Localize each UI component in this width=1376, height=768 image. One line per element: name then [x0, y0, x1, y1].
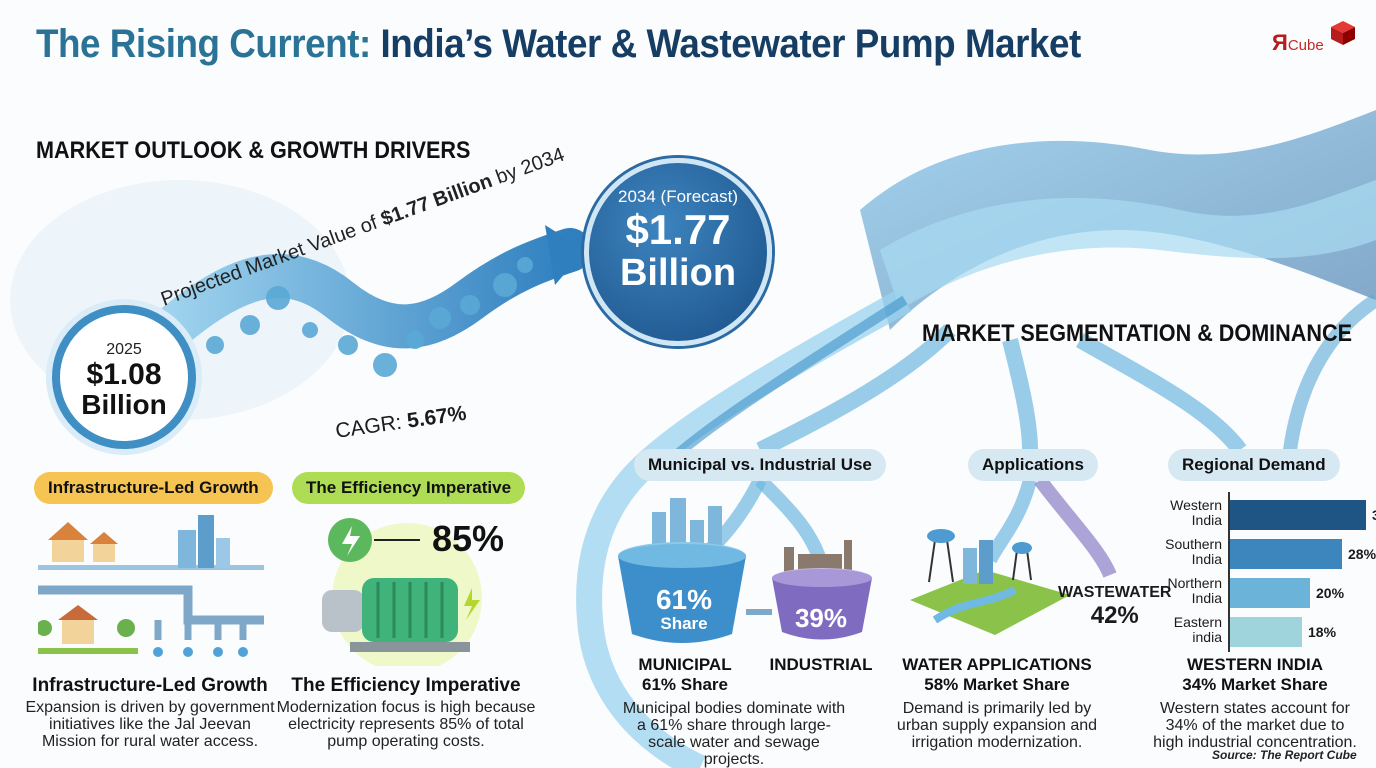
efficiency-stat: 85%	[432, 518, 505, 559]
municipal-label: MUNICIPAL 61% Share	[638, 655, 732, 694]
infrastructure-description: Expansion is driven by government initia…	[25, 699, 275, 750]
pill-applications: Applications	[968, 449, 1099, 481]
infrastructure-icon	[38, 515, 264, 657]
bar-value-label: 20%	[1316, 585, 1345, 601]
section-heading-outlook: MARKET OUTLOOK & GROWTH DRIVERS	[36, 137, 471, 164]
municipal-industrial-tanks-icon	[618, 498, 872, 643]
bar-category-label: Western India	[1170, 497, 1222, 528]
pill-efficiency: The Efficiency Imperative	[292, 472, 526, 504]
section-heading-segmentation: MARKET SEGMENTATION & DOMINANCE	[922, 320, 1352, 347]
pill-municipal-industrial: Municipal vs. Industrial Use	[634, 449, 886, 481]
bar-eastern-india	[1230, 617, 1302, 647]
water-applications-description: Demand is primarily led by urban supply …	[896, 700, 1098, 751]
bar-category-label: Southern India	[1165, 536, 1222, 567]
bar-value-label: 28%	[1348, 546, 1376, 562]
pump-motor-icon	[322, 518, 482, 666]
bar-western-india	[1230, 500, 1366, 530]
efficiency-description: Modernization focus is high because elec…	[276, 699, 536, 750]
cube-icon	[1331, 21, 1355, 45]
industrial-share-badge: 39%	[794, 603, 848, 633]
industrial-label: INDUSTRIAL	[769, 655, 873, 674]
bar-category-label: Eastern india	[1173, 614, 1222, 645]
municipal-share-badge: 61% Share	[655, 584, 713, 634]
infrastructure-heading: Infrastructure-Led Growth	[32, 675, 268, 696]
municipal-description: Municipal bodies dominate with a 61% sha…	[622, 700, 846, 768]
western-india-description: Western states account for 34% of the ma…	[1153, 700, 1357, 751]
brand-logo: ЯCube	[1272, 30, 1324, 55]
start-value-badge: 2025 $1.08 Billion	[52, 305, 196, 449]
chart-axis-line	[1228, 492, 1230, 652]
water-applications-heading: WATER APPLICATIONS 58% Market Share	[902, 655, 1092, 694]
source-note: Source: The Report Cube	[1212, 748, 1357, 762]
bar-value-label: 18%	[1308, 624, 1337, 640]
pill-regional-demand: Regional Demand	[1168, 449, 1340, 481]
bar-category-label: Northern India	[1167, 575, 1222, 606]
efficiency-heading: The Efficiency Imperative	[291, 675, 521, 696]
pill-infrastructure: Infrastructure-Led Growth	[34, 472, 273, 504]
bar-southern-india	[1230, 539, 1342, 569]
page-title: The Rising Current: India’s Water & Wast…	[36, 22, 1081, 66]
water-applications-icon	[910, 529, 1070, 635]
wastewater-label: WASTEWATER 42%	[1058, 584, 1172, 629]
forecast-value-badge: 2034 (Forecast) $1.77 Billion	[584, 158, 772, 346]
bar-northern-india	[1230, 578, 1310, 608]
bar-value-label: 34%	[1372, 507, 1376, 523]
western-india-heading: WESTERN INDIA 34% Market Share	[1182, 655, 1328, 694]
